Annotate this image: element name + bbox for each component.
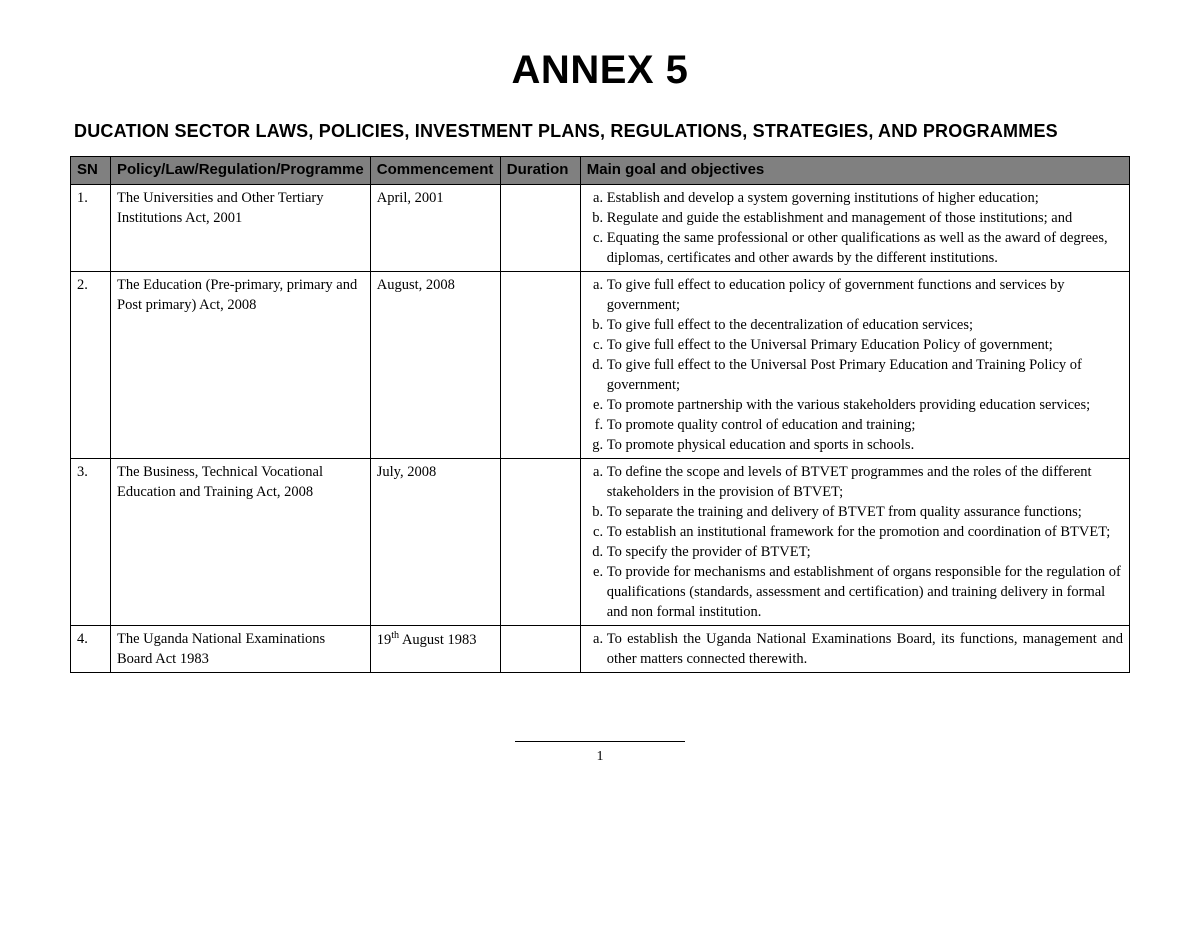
cell-duration <box>500 271 580 458</box>
objective-item: Equating the same professional or other … <box>607 228 1123 268</box>
col-header-sn: SN <box>71 157 111 185</box>
cell-policy: The Universities and Other Tertiary Inst… <box>111 184 371 271</box>
col-header-duration: Duration <box>500 157 580 185</box>
col-header-goal: Main goal and objectives <box>580 157 1129 185</box>
objectives-list: To establish the Uganda National Examina… <box>587 629 1123 669</box>
cell-sn: 2. <box>71 271 111 458</box>
objective-item: To give full effect to the decentralizat… <box>607 315 1123 335</box>
cell-sn: 1. <box>71 184 111 271</box>
cell-commencement: July, 2008 <box>370 458 500 625</box>
cell-duration <box>500 458 580 625</box>
col-header-commencement: Commencement <box>370 157 500 185</box>
cell-sn: 4. <box>71 625 111 672</box>
table-row: 2.The Education (Pre-primary, primary an… <box>71 271 1130 458</box>
objective-item: To give full effect to education policy … <box>607 275 1123 315</box>
objective-item: To give full effect to the Universal Pos… <box>607 355 1123 395</box>
footer-rule <box>515 741 685 742</box>
table-row: 4.The Uganda National Examinations Board… <box>71 625 1130 672</box>
page-title: ANNEX 5 <box>70 48 1130 93</box>
objective-item: To promote partnership with the various … <box>607 395 1123 415</box>
page-subtitle: DUCATION SECTOR LAWS, POLICIES, INVESTME… <box>74 121 1130 142</box>
cell-policy: The Uganda National Examinations Board A… <box>111 625 371 672</box>
table-row: 1.The Universities and Other Tertiary In… <box>71 184 1130 271</box>
table-row: 3.The Business, Technical Vocational Edu… <box>71 458 1130 625</box>
objective-item: To provide for mechanisms and establishm… <box>607 562 1123 622</box>
cell-goal: To define the scope and levels of BTVET … <box>580 458 1129 625</box>
objectives-list: To give full effect to education policy … <box>587 275 1123 455</box>
cell-goal: To establish the Uganda National Examina… <box>580 625 1129 672</box>
page-number: 1 <box>597 749 604 764</box>
cell-commencement: August, 2008 <box>370 271 500 458</box>
cell-goal: To give full effect to education policy … <box>580 271 1129 458</box>
cell-duration <box>500 184 580 271</box>
cell-goal: Establish and develop a system governing… <box>580 184 1129 271</box>
page-footer: 1 <box>70 733 1130 765</box>
objective-item: To specify the provider of BTVET; <box>607 542 1123 562</box>
cell-duration <box>500 625 580 672</box>
table-body: 1.The Universities and Other Tertiary In… <box>71 184 1130 672</box>
objective-item: To define the scope and levels of BTVET … <box>607 462 1123 502</box>
objectives-list: Establish and develop a system governing… <box>587 188 1123 268</box>
cell-commencement: 19th August 1983 <box>370 625 500 672</box>
objective-item: To establish the Uganda National Examina… <box>607 629 1123 669</box>
objectives-list: To define the scope and levels of BTVET … <box>587 462 1123 622</box>
objective-item: To promote physical education and sports… <box>607 435 1123 455</box>
objective-item: Establish and develop a system governing… <box>607 188 1123 208</box>
laws-table: SN Policy/Law/Regulation/Programme Comme… <box>70 156 1130 673</box>
objective-item: To establish an institutional framework … <box>607 522 1123 542</box>
col-header-policy: Policy/Law/Regulation/Programme <box>111 157 371 185</box>
table-header-row: SN Policy/Law/Regulation/Programme Comme… <box>71 157 1130 185</box>
objective-item: Regulate and guide the establishment and… <box>607 208 1123 228</box>
cell-sn: 3. <box>71 458 111 625</box>
cell-commencement: April, 2001 <box>370 184 500 271</box>
objective-item: To promote quality control of education … <box>607 415 1123 435</box>
objective-item: To give full effect to the Universal Pri… <box>607 335 1123 355</box>
objective-item: To separate the training and delivery of… <box>607 502 1123 522</box>
cell-policy: The Business, Technical Vocational Educa… <box>111 458 371 625</box>
document-page: ANNEX 5 DUCATION SECTOR LAWS, POLICIES, … <box>0 0 1200 927</box>
cell-policy: The Education (Pre-primary, primary and … <box>111 271 371 458</box>
